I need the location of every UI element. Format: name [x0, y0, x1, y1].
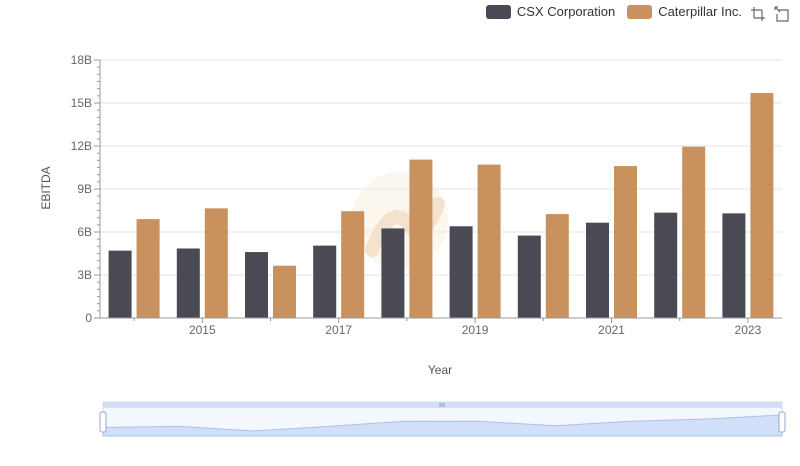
bar-caterpillar-2019[interactable] [477, 164, 501, 318]
y-tick-label: 18B [71, 53, 92, 67]
axes: 0 3B 6B 9B 12B 15B 18B 2015 2017 2019 2021 2023 [71, 53, 782, 337]
bar-csx-2020[interactable] [517, 235, 541, 318]
x-axis-title: Year [428, 363, 452, 377]
legend-label-caterpillar: Caterpillar Inc. [658, 4, 742, 19]
x-tick-label: 2021 [598, 323, 625, 337]
bar-csx-2015[interactable] [176, 248, 200, 318]
y-tick-label: 12B [71, 139, 92, 153]
y-tick-label: 9B [77, 182, 92, 196]
bar-csx-2022[interactable] [654, 212, 678, 318]
bar-caterpillar-2014[interactable] [136, 219, 160, 318]
bar-csx-2018[interactable] [381, 228, 405, 318]
bar-caterpillar-2016[interactable] [273, 265, 296, 318]
restore-icon[interactable] [774, 6, 790, 22]
data-zoom-slider[interactable] [99, 401, 786, 437]
y-tick-label: 15B [71, 96, 92, 110]
bar-caterpillar-2017[interactable] [341, 211, 365, 318]
x-tick-label: 2015 [189, 323, 216, 337]
legend-item-caterpillar[interactable]: Caterpillar Inc. [627, 4, 742, 19]
legend-item-csx[interactable]: CSX Corporation [485, 4, 616, 19]
x-tick-label: 2017 [325, 323, 352, 337]
bar-caterpillar-2018[interactable] [409, 159, 433, 318]
y-tick-label: 0 [85, 311, 92, 325]
bar-caterpillar-2015[interactable] [204, 208, 228, 318]
bars [108, 92, 774, 318]
legend-swatch-csx [485, 4, 511, 19]
bar-caterpillar-2023[interactable] [750, 92, 774, 318]
bar-csx-2017[interactable] [313, 245, 337, 318]
chart-toolbox [750, 6, 790, 22]
bar-csx-2021[interactable] [586, 222, 609, 318]
y-tick-label: 6B [77, 225, 92, 239]
legend-swatch-caterpillar [627, 4, 653, 19]
y-tick-label: 3B [77, 268, 92, 282]
bar-caterpillar-2022[interactable] [682, 146, 706, 318]
bar-csx-2019[interactable] [449, 226, 473, 318]
slider-right-handle[interactable] [778, 411, 786, 433]
bar-csx-2014[interactable] [108, 250, 132, 318]
bar-csx-2023[interactable] [722, 213, 746, 318]
legend-label-csx: CSX Corporation [516, 4, 616, 19]
slider-left-handle[interactable] [99, 411, 107, 433]
x-tick-label: 2019 [462, 323, 489, 337]
zoom-icon[interactable] [750, 6, 766, 22]
bar-caterpillar-2021[interactable] [614, 166, 637, 318]
y-axis-title: EBITDA [39, 166, 53, 209]
legend: CSX Corporation Caterpillar Inc. [485, 4, 742, 19]
slider-grip-icon[interactable] [439, 403, 445, 407]
x-tick-label: 2023 [735, 323, 762, 337]
bar-caterpillar-2020[interactable] [545, 214, 569, 318]
bar-csx-2016[interactable] [245, 252, 268, 318]
